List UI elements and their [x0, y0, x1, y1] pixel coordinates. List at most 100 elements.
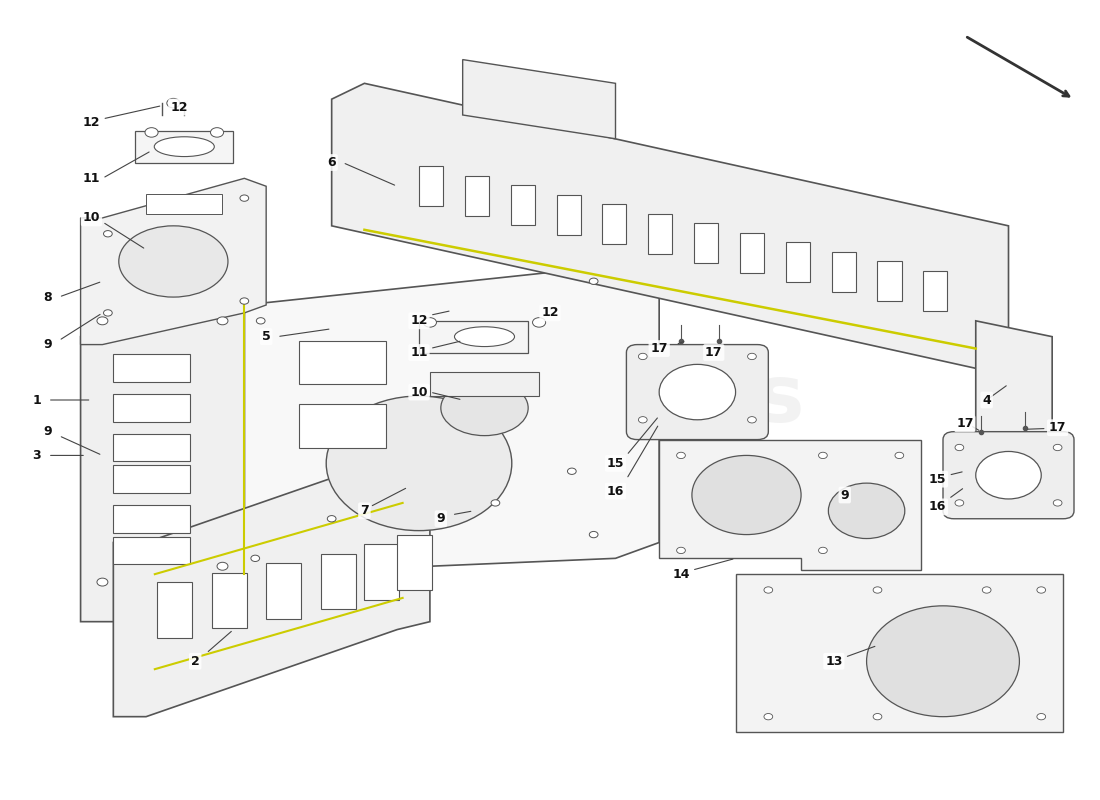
- Text: 11: 11: [82, 172, 100, 185]
- Bar: [648, 214, 672, 254]
- Circle shape: [590, 531, 598, 538]
- Circle shape: [424, 318, 437, 327]
- Text: 17: 17: [650, 342, 668, 355]
- Circle shape: [764, 714, 772, 720]
- Polygon shape: [463, 59, 616, 138]
- Bar: [113, 537, 189, 564]
- Polygon shape: [736, 574, 1063, 733]
- Bar: [113, 505, 189, 533]
- Circle shape: [873, 714, 882, 720]
- Circle shape: [590, 278, 598, 285]
- Circle shape: [867, 606, 1020, 717]
- Text: 16: 16: [928, 500, 946, 514]
- Bar: [397, 534, 432, 590]
- Bar: [113, 434, 189, 462]
- Circle shape: [327, 396, 512, 530]
- Text: 10: 10: [82, 211, 100, 225]
- Circle shape: [491, 500, 499, 506]
- Text: 15: 15: [607, 457, 624, 470]
- Text: 4: 4: [982, 394, 991, 406]
- Circle shape: [256, 318, 265, 324]
- Text: eurospares: eurospares: [295, 361, 805, 439]
- Bar: [510, 186, 535, 225]
- Text: 15: 15: [928, 473, 946, 486]
- Circle shape: [1037, 587, 1046, 593]
- Text: 17: 17: [705, 346, 723, 359]
- Text: 13: 13: [825, 654, 843, 668]
- Ellipse shape: [154, 137, 215, 157]
- Bar: [878, 262, 902, 301]
- Bar: [694, 223, 718, 263]
- Circle shape: [97, 317, 108, 325]
- Circle shape: [638, 354, 647, 360]
- Bar: [113, 394, 189, 422]
- Circle shape: [676, 547, 685, 554]
- Text: 14: 14: [672, 568, 690, 581]
- Bar: [364, 544, 399, 599]
- Text: 8: 8: [44, 290, 52, 303]
- FancyBboxPatch shape: [626, 345, 768, 439]
- Polygon shape: [332, 83, 1009, 368]
- Circle shape: [895, 452, 904, 458]
- Bar: [740, 233, 764, 273]
- Bar: [211, 573, 246, 628]
- Polygon shape: [113, 455, 430, 717]
- Circle shape: [568, 468, 576, 474]
- Circle shape: [103, 310, 112, 316]
- Bar: [321, 554, 355, 609]
- Circle shape: [748, 417, 757, 423]
- Text: 7: 7: [360, 504, 368, 518]
- Text: 11: 11: [410, 346, 428, 359]
- Bar: [832, 252, 856, 291]
- Circle shape: [1054, 444, 1062, 450]
- Bar: [157, 582, 191, 638]
- Polygon shape: [659, 439, 921, 570]
- Circle shape: [251, 555, 260, 562]
- Circle shape: [145, 128, 158, 137]
- Polygon shape: [976, 321, 1053, 447]
- Bar: [603, 205, 626, 244]
- Text: 6: 6: [328, 156, 336, 169]
- Text: 12: 12: [410, 314, 428, 327]
- Bar: [419, 166, 443, 206]
- Bar: [266, 563, 301, 618]
- Ellipse shape: [119, 226, 228, 297]
- Circle shape: [167, 98, 180, 108]
- Text: 9: 9: [44, 425, 52, 438]
- Circle shape: [764, 587, 772, 593]
- Polygon shape: [80, 305, 244, 622]
- Circle shape: [217, 317, 228, 325]
- Circle shape: [638, 417, 647, 423]
- Bar: [785, 242, 810, 282]
- Circle shape: [873, 587, 882, 593]
- Text: 5: 5: [262, 330, 271, 343]
- Polygon shape: [80, 178, 266, 345]
- Bar: [146, 194, 222, 214]
- Circle shape: [240, 195, 249, 202]
- Text: 17: 17: [1049, 422, 1066, 434]
- Bar: [419, 321, 528, 353]
- Circle shape: [818, 547, 827, 554]
- Ellipse shape: [441, 380, 528, 436]
- Circle shape: [982, 587, 991, 593]
- Text: 16: 16: [607, 485, 624, 498]
- Bar: [299, 404, 386, 447]
- Text: 2: 2: [190, 654, 199, 668]
- Circle shape: [1037, 714, 1046, 720]
- Bar: [557, 195, 581, 234]
- Text: 9: 9: [437, 512, 446, 526]
- Ellipse shape: [454, 326, 515, 346]
- Bar: [430, 372, 539, 396]
- Bar: [135, 131, 233, 162]
- Text: 12: 12: [82, 117, 100, 130]
- Circle shape: [328, 515, 336, 522]
- Text: 1: 1: [33, 394, 42, 406]
- Text: 3: 3: [33, 449, 41, 462]
- Text: 9: 9: [840, 489, 849, 502]
- Text: 12: 12: [170, 101, 188, 114]
- Circle shape: [210, 128, 223, 137]
- Circle shape: [103, 230, 112, 237]
- Circle shape: [240, 298, 249, 304]
- Circle shape: [976, 451, 1042, 499]
- Circle shape: [659, 364, 736, 420]
